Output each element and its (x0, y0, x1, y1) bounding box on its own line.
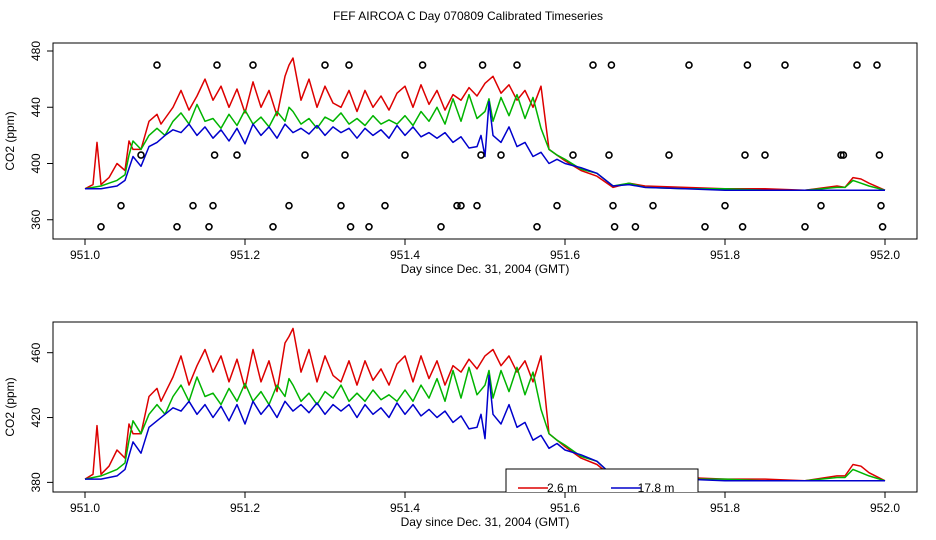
legend-label: 17.8 m (638, 481, 675, 495)
data-point-marker (301, 151, 309, 159)
data-point-marker (249, 61, 257, 69)
data-point-marker (321, 61, 329, 69)
data-point-marker (137, 151, 145, 159)
data-point-marker (97, 223, 105, 231)
data-point-marker (837, 151, 845, 159)
y-tick-label: 420 (29, 407, 43, 427)
data-point-marker (205, 223, 213, 231)
data-point-marker (569, 151, 577, 159)
data-point-marker (801, 223, 809, 231)
data-point-marker (817, 201, 825, 210)
data-point-marker (457, 201, 465, 210)
series-line-blue (85, 374, 885, 482)
data-point-marker (341, 151, 349, 159)
data-point-marker (533, 223, 541, 231)
x-tick-label: 952.0 (870, 501, 900, 515)
data-point-marker (685, 61, 693, 69)
x-tick-label: 952.0 (870, 248, 900, 262)
data-point-marker (761, 151, 769, 159)
panel-top: 951.0 951.2 951.4 951.6 951.8 952.0 Day since … (3, 41, 918, 276)
data-point-marker (875, 151, 884, 159)
series-line-green (84, 366, 886, 482)
data-point-marker (233, 151, 241, 159)
panel-bottom: 951.0 951.2 951.4 951.6 951.8 952.0 Day since … (3, 321, 918, 529)
data-point-marker (478, 61, 487, 69)
series-line-red (84, 327, 886, 482)
data-point-marker (418, 61, 427, 69)
y-axis-label: CO2 (ppm) (3, 111, 17, 170)
data-point-marker (721, 201, 729, 210)
data-point-marker (210, 151, 219, 159)
data-point-marker (877, 201, 885, 210)
data-point-marker (781, 61, 789, 69)
y-tick-label: 480 (29, 41, 43, 61)
data-point-marker (741, 151, 749, 159)
data-point-marker (839, 151, 848, 159)
data-point-marker (345, 61, 353, 69)
data-point-marker (609, 201, 617, 210)
data-point-marker (189, 201, 197, 210)
x-tick-label: 951.6 (550, 248, 580, 262)
x-tick-label: 951.0 (70, 501, 100, 515)
data-point-marker (437, 223, 445, 231)
data-point-marker (285, 201, 293, 210)
data-point-marker (649, 201, 657, 210)
y-axis-label: CO2 (ppm) (3, 377, 17, 436)
data-point-marker (738, 223, 747, 231)
x-tick-label: 951.8 (710, 501, 740, 515)
series-line-red (84, 57, 886, 191)
x-tick-label: 951.6 (550, 501, 580, 515)
y-tick-label: 440 (29, 97, 43, 117)
data-point-marker (553, 201, 561, 210)
x-tick-label: 951.8 (710, 248, 740, 262)
data-point-marker (453, 201, 461, 210)
data-point-marker (631, 223, 640, 231)
series-line-green (84, 93, 886, 191)
data-point-marker (607, 61, 616, 69)
data-point-marker (381, 201, 389, 210)
data-point-marker (346, 223, 355, 231)
data-point-marker (605, 151, 613, 159)
plot-frame (52, 42, 918, 240)
y-tick-label: 360 (29, 209, 43, 229)
legend-label: 2.6 m (547, 481, 577, 495)
figure-title: FEF AIRCOA C Day 070809 Calibrated Times… (332, 9, 604, 23)
data-point-marker (153, 61, 161, 69)
data-point-marker (701, 223, 709, 231)
plot-frame (52, 321, 918, 493)
legend: 2.6 m 17.8 m (505, 468, 699, 495)
x-axis-label: Day since Dec. 31, 2004 (GMT) (401, 262, 570, 276)
x-tick-label: 951.2 (230, 248, 260, 262)
data-point-marker (873, 61, 881, 69)
data-point-marker (743, 61, 752, 69)
y-tick-label: 380 (29, 472, 43, 492)
legend-box (505, 468, 699, 492)
data-point-marker (401, 151, 409, 159)
data-point-marker (269, 223, 277, 231)
series-line-blue (85, 100, 885, 191)
data-point-marker (497, 151, 505, 159)
data-point-marker (477, 151, 485, 159)
data-point-marker (365, 223, 373, 231)
data-point-marker (513, 61, 521, 69)
data-point-marker (665, 151, 673, 159)
data-point-marker (117, 201, 125, 210)
data-point-marker (878, 223, 887, 231)
x-tick-label: 951.4 (390, 248, 420, 262)
x-tick-label: 951.0 (70, 248, 100, 262)
y-tick-label: 460 (29, 342, 43, 362)
data-point-marker (853, 61, 861, 69)
data-point-marker (337, 201, 345, 210)
data-point-marker (213, 61, 221, 69)
data-point-marker (589, 61, 597, 69)
y-tick-label: 400 (29, 153, 43, 173)
data-point-marker (473, 201, 481, 210)
data-point-marker (173, 223, 181, 231)
data-point-marker (209, 201, 217, 210)
x-tick-label: 951.2 (230, 501, 260, 515)
x-tick-label: 951.4 (390, 501, 420, 515)
data-point-marker (610, 223, 619, 231)
x-axis-label: Day since Dec. 31, 2004 (GMT) (401, 515, 570, 529)
